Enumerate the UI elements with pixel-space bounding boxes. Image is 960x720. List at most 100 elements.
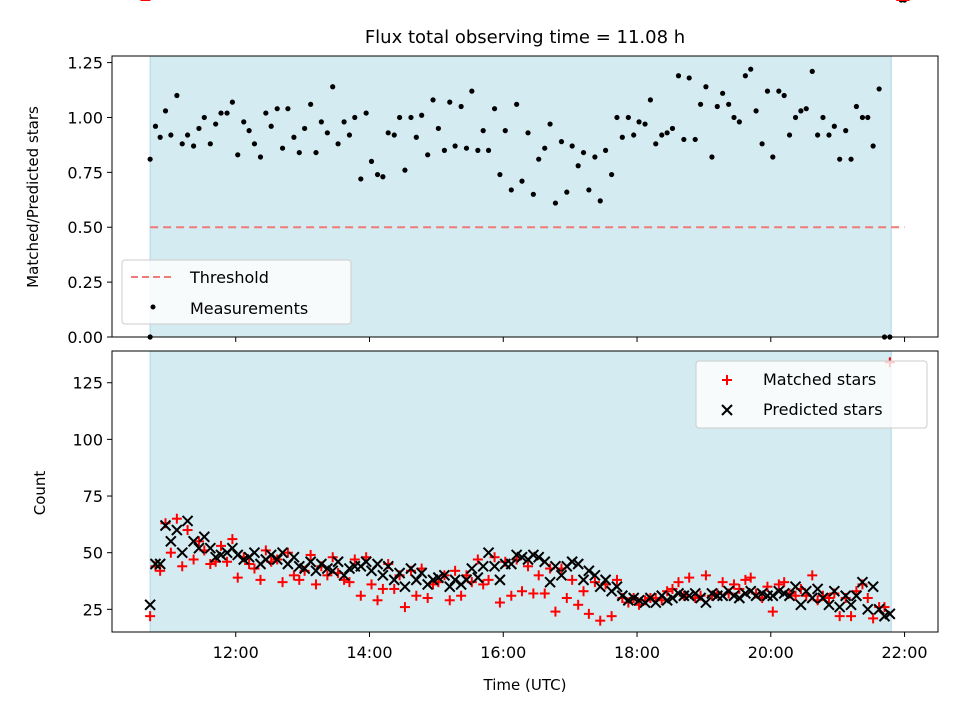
measurement-point: [330, 84, 336, 90]
measurement-point: [542, 145, 548, 151]
measurement-point: [435, 125, 441, 132]
predicted-star-point-b: [399, 580, 411, 593]
predicted-star-point: [444, 580, 456, 593]
legend-matched-swatch: [722, 375, 732, 385]
predicted-star-point-b: [332, 556, 344, 568]
matched-star-point: [277, 577, 288, 588]
bottom-legend-box: [695, 360, 928, 429]
measurement-point: [480, 128, 486, 134]
matched-star-point: [834, 611, 845, 622]
matched-star-point: [667, 583, 678, 594]
predicted-star-point-b: [555, 569, 568, 582]
measurement-point: [659, 132, 665, 138]
measurement-point: [602, 147, 609, 153]
measurement-point: [653, 141, 659, 147]
bottom-axes-frame: [111, 350, 939, 633]
matched-star-point: [516, 586, 527, 597]
x-tick-label: 12:00: [213, 643, 259, 662]
bottom-y-tick-label: 75: [83, 487, 103, 506]
bottom-y-tick-label: 50: [83, 544, 103, 563]
predicted-star-point-b: [415, 567, 428, 579]
measurement-point: [720, 90, 726, 96]
matched-star-point: [762, 581, 773, 592]
measurement-point: [592, 154, 598, 160]
predicted-star-point-b: [460, 574, 473, 586]
measurement-point: [152, 123, 159, 129]
predicted-star-point: [823, 599, 835, 611]
predicted-star-point-b: [683, 590, 695, 602]
matched-star-point: [539, 588, 550, 599]
predicted-star-point-b: [382, 560, 394, 572]
measurement-point: [229, 99, 235, 105]
bottom-y-tick-label: 25: [83, 600, 103, 619]
predicted-star-point-b: [488, 560, 501, 572]
measurement-point: [235, 152, 241, 158]
measurement-point: [447, 99, 453, 105]
matched-star-point: [232, 572, 243, 583]
predicted-star-point: [310, 565, 322, 577]
predicted-star-point: [555, 569, 568, 582]
predicted-star-point-b: [516, 551, 528, 563]
predicted-star-point-b: [533, 551, 545, 563]
predicted-star-point: [332, 556, 344, 568]
measurement-point: [681, 136, 687, 143]
measurement-point: [564, 189, 570, 195]
predicted-star-point-b: [544, 576, 556, 588]
measurement-point: [385, 130, 391, 136]
measurement-point: [458, 103, 464, 110]
predicted-star-point-b: [773, 585, 785, 597]
predicted-star-point-b: [583, 565, 595, 577]
matched-star-point: [573, 599, 584, 610]
matched-star-point: [483, 574, 494, 585]
predicted-star-point: [572, 558, 584, 570]
x-tick-label: 22:00: [882, 643, 928, 662]
measurement-point: [748, 66, 754, 72]
measurement-point: [157, 134, 163, 140]
x-tick-label: 14:00: [346, 643, 392, 662]
legend-measurements-label: Measurements: [190, 299, 308, 318]
predicted-star-point-b: [432, 571, 445, 584]
matched-star-point: [222, 556, 233, 567]
top-y-tick-label: 0.50: [67, 218, 103, 237]
matched-star-point: [411, 590, 422, 601]
predicted-star-point-b: [627, 592, 640, 604]
measurement-point: [753, 108, 759, 114]
measurement-point: [675, 73, 682, 79]
measurement-point: [341, 119, 347, 125]
measurement-point: [519, 178, 525, 184]
matched-star-point: [550, 606, 561, 617]
predicted-star-point: [204, 542, 217, 554]
predicted-star-point-b: [572, 558, 584, 570]
measurement-point: [631, 132, 637, 138]
predicted-star-point-b: [276, 546, 289, 559]
measurement-point: [798, 108, 804, 114]
predicted-star-point: [516, 551, 528, 563]
predicted-star-point: [181, 515, 194, 527]
predicted-star-point: [371, 558, 384, 570]
predicted-star-point-b: [539, 556, 551, 568]
predicted-star-point-b: [577, 574, 590, 586]
measurement-point: [196, 125, 202, 132]
measurement-point: [803, 106, 809, 112]
predicted-star-point-b: [176, 546, 188, 559]
measurement-point: [485, 147, 492, 153]
predicted-star-point: [884, 608, 896, 620]
predicted-star-point-b: [466, 562, 478, 575]
predicted-star-point-b: [666, 592, 679, 604]
predicted-star-point: [873, 603, 885, 616]
measurement-point: [396, 114, 403, 121]
predicted-star-point-b: [873, 603, 885, 616]
predicted-star-point-b: [232, 549, 244, 561]
matched-star-point: [868, 613, 879, 624]
measurement-point: [530, 191, 536, 197]
predicted-star-point-b: [633, 594, 645, 606]
measurement-point: [251, 141, 258, 147]
measurement-point: [826, 132, 832, 138]
measurement-point: [475, 147, 481, 153]
predicted-star-point-b: [817, 592, 829, 604]
matched-star-point: [399, 602, 410, 613]
predicted-star-point-b: [215, 549, 227, 561]
predicted-star-point-b: [589, 569, 601, 582]
measurement-point: [870, 143, 876, 149]
measurement-point: [257, 154, 264, 160]
